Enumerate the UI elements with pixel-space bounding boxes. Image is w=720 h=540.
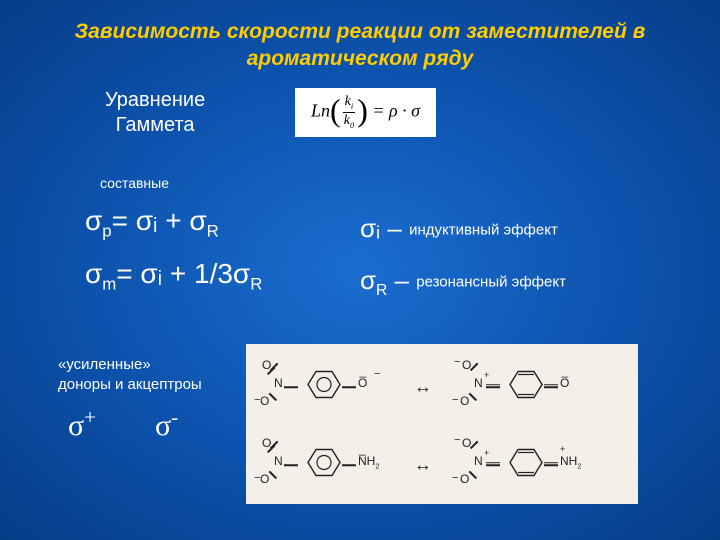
sigma-r-effect: σR – резонансный эффект [360,265,566,300]
o-right-1: O̅ [358,376,367,390]
quinoid-ring-icon-2 [500,445,544,481]
o-bot-2: O [460,394,469,408]
sigma-i-dash: – [380,213,409,243]
resonance-row-2: O O − N N̅H2 ↔ O − O − N + [246,430,638,500]
eq-den-sub: 0 [350,121,354,130]
sigma-m-rsub: R [250,275,262,294]
sigma-p-sub: р [102,222,111,241]
hammett-line1: Уравнение [105,89,205,111]
resonance-structures-box: O O − N O̅ − ↔ O − O − N + [246,344,638,504]
minus-1: − [254,394,260,406]
sigma-p-lhs: σ [85,205,102,236]
eq-dot: · [398,101,412,121]
minus-4a: − [454,434,460,446]
sigma-i-sym: σᵢ [360,213,380,243]
n-3: N [274,454,283,468]
minus-3: − [254,472,260,484]
minus-2a: − [454,356,460,368]
n-2: N [474,376,483,390]
sigma-p-rsub: R [207,222,219,241]
quinoid-ring-icon [500,367,544,403]
enhanced-label: «усиленные»доноры и акцептроы [58,355,202,394]
o-bot-4: O [460,472,469,486]
hammett-equation: Ln( ki k0 ) = ρ · σ [295,88,436,137]
sigma-plus: σ+ [68,405,96,443]
components-label: составные [100,175,169,191]
nh2-2: NH2 [560,454,581,470]
sigma-r-sub: R [376,282,387,299]
slide-title: Зависимость скорости реакции от заместит… [0,0,720,83]
benzene-ring-icon [298,367,342,403]
hammett-line2: Гаммета [116,114,195,136]
resonance-arrow-1: ↔ [414,377,432,398]
sigma-minus: σ- [155,405,178,443]
sigma-minus-sup: - [171,405,178,429]
sigma-plus-sym: σ [68,409,84,442]
o-bot-1: O [260,394,269,408]
nh2-1: N̅H2 [358,454,379,470]
resonance-row-1: O O − N O̅ − ↔ O − O − N + [246,352,638,422]
sigma-i-text: индуктивный эффект [409,222,558,239]
eq-ln: Ln [311,101,330,121]
minus-2b: − [452,394,458,406]
sigma-m-rhs: = σᵢ + 1/3σ [116,258,250,289]
sigma-p-rhs: = σᵢ + σ [112,205,207,236]
resonance-arrow-2: ↔ [414,455,432,476]
n-4: N [474,454,483,468]
eq-sigma: σ [411,101,420,121]
sigma-p-equation: σр= σᵢ + σR [85,205,219,242]
plus-n-4: + [484,448,489,458]
sigma-minus-sym: σ [155,409,171,442]
eq-equals: = [368,101,389,121]
sigma-r-text: резонансный эффект [416,274,566,291]
n-1: N [274,376,283,390]
sigma-m-lhs: σ [85,258,102,289]
plus-n-2: + [484,370,489,380]
minus-4b: − [452,472,458,484]
sigma-m-sub: m [102,275,116,294]
sigma-plus-sup: + [84,405,96,429]
benzene-ring-icon-2 [298,445,342,481]
o-bot-3: O [260,472,269,486]
minus-o-1: − [374,368,380,380]
plus-nh2: + [560,444,565,454]
o-right-2: O̅ [560,376,569,390]
sigma-i-effect: σᵢ – индуктивный эффект [360,213,558,244]
eq-num-sub: i [351,102,353,111]
hammett-label: Уравнение Гаммета [105,88,205,138]
sigma-r-dash: – [387,265,416,295]
sigma-m-equation: σm= σᵢ + 1/3σR [85,258,262,295]
eq-rho: ρ [389,101,398,121]
sigma-r-sym: σ [360,265,376,295]
